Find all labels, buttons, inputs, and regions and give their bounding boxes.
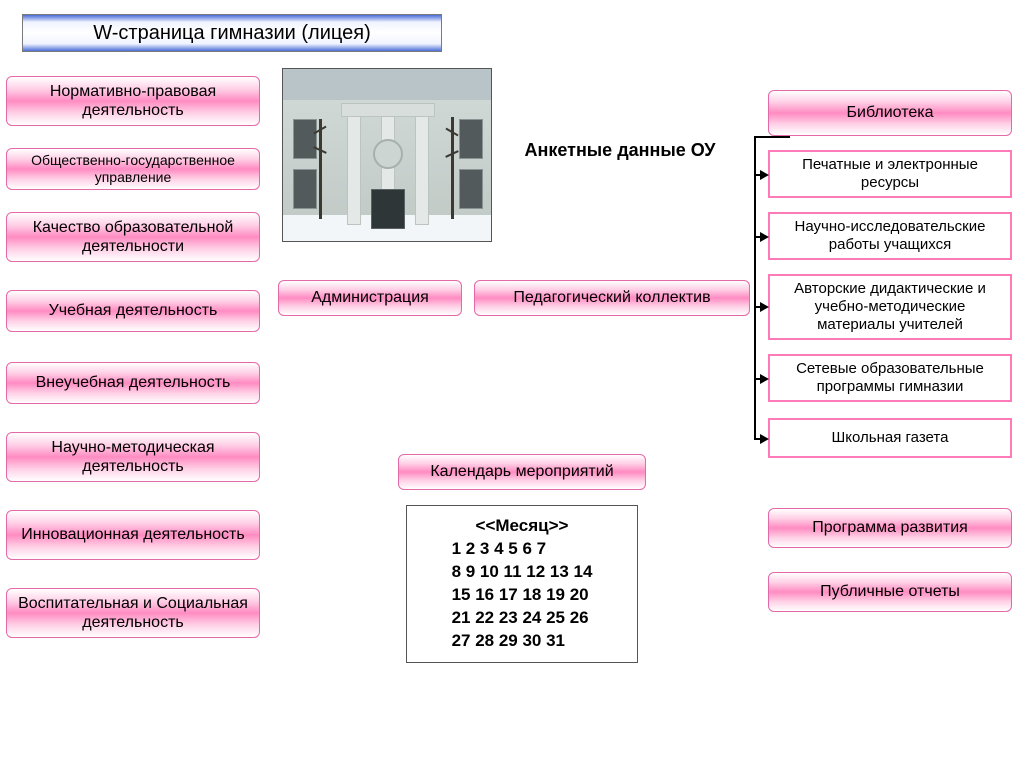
- calendar-days: 1 2 3 4 5 6 78 9 10 11 12 13 1415 16 17 …: [452, 538, 593, 653]
- btn-staff[interactable]: Педагогический коллектив: [474, 280, 750, 316]
- nav-public-gov[interactable]: Общественно-государственное управление: [6, 148, 260, 190]
- nav-extracurricular[interactable]: Внеучебная деятельность: [6, 362, 260, 404]
- anket-label: Анкетные данные ОУ: [520, 140, 720, 161]
- connector-top: [754, 136, 790, 138]
- link-research[interactable]: Научно-исследовательские работы учащихся: [768, 212, 1012, 260]
- link-network-programs[interactable]: Сетевые образовательные программы гимназ…: [768, 354, 1012, 402]
- arrow-1: [754, 170, 769, 180]
- arrow-3: [754, 302, 769, 312]
- btn-public-reports[interactable]: Публичные отчеты: [768, 572, 1012, 612]
- link-print-electronic[interactable]: Печатные и электронные ресурсы: [768, 150, 1012, 198]
- btn-administration[interactable]: Администрация: [278, 280, 462, 316]
- connector-trunk: [754, 136, 756, 438]
- arrow-5: [754, 434, 769, 444]
- btn-calendar-title[interactable]: Календарь мероприятий: [398, 454, 646, 490]
- nav-normative[interactable]: Нормативно-правовая деятельность: [6, 76, 260, 126]
- nav-innovation[interactable]: Инновационная деятельность: [6, 510, 260, 560]
- arrow-2: [754, 232, 769, 242]
- arrow-4: [754, 374, 769, 384]
- btn-library[interactable]: Библиотека: [768, 90, 1012, 136]
- nav-quality[interactable]: Качество образовательной деятельности: [6, 212, 260, 262]
- building-image: [282, 68, 492, 242]
- btn-dev-program[interactable]: Программа развития: [768, 508, 1012, 548]
- nav-study[interactable]: Учебная деятельность: [6, 290, 260, 332]
- calendar-widget[interactable]: <<Месяц>> 1 2 3 4 5 6 78 9 10 11 12 13 1…: [406, 505, 638, 663]
- link-newspaper[interactable]: Школьная газета: [768, 418, 1012, 458]
- nav-social[interactable]: Воспитательная и Социальная деятельность: [6, 588, 260, 638]
- link-didactic[interactable]: Авторские дидактические и учебно-методич…: [768, 274, 1012, 340]
- nav-scientific[interactable]: Научно-методическая деятельность: [6, 432, 260, 482]
- page-title: W-страница гимназии (лицея): [22, 14, 442, 52]
- calendar-month: <<Месяц>>: [476, 515, 569, 538]
